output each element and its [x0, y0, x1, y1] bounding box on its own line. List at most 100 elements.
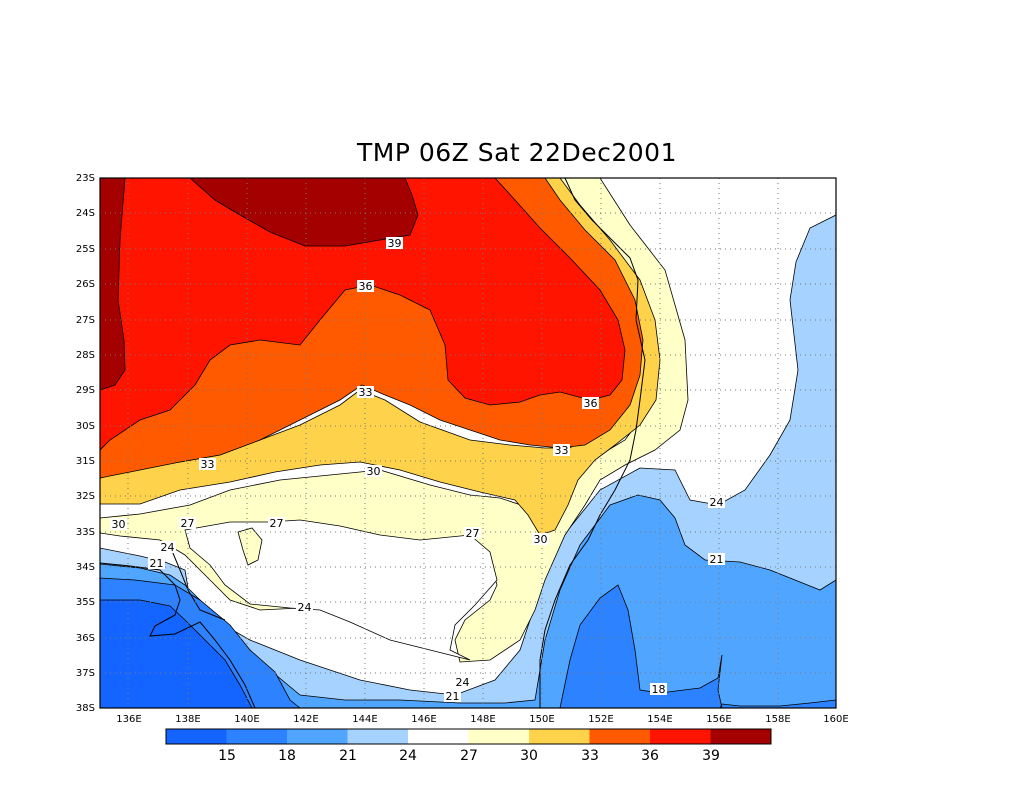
lat-label: 25S: [76, 244, 95, 255]
colorbar-swatch: [226, 729, 288, 744]
lon-label: 138E: [175, 714, 200, 725]
colorbar-label: 15: [218, 748, 236, 764]
contour-label: 36: [582, 397, 599, 410]
colorbar-swatch: [650, 729, 711, 744]
colorbar-swatch: [710, 729, 772, 744]
svg-text:24: 24: [710, 496, 724, 509]
lon-label: 158E: [765, 714, 790, 725]
contour-label: 30: [110, 518, 127, 531]
svg-text:27: 27: [181, 517, 195, 530]
contour-label: 21: [148, 557, 165, 570]
lat-label: 29S: [76, 385, 95, 396]
colorbar-label: 18: [278, 748, 296, 764]
contour-label: 33: [199, 458, 216, 471]
svg-text:21: 21: [150, 557, 164, 570]
lat-label: 23S: [76, 173, 95, 184]
svg-text:33: 33: [201, 458, 215, 471]
coastline: [100, 178, 646, 708]
lat-label: 24S: [76, 208, 95, 219]
lat-label: 32S: [76, 491, 95, 502]
colorbar-label: 24: [399, 748, 417, 764]
lon-label: 148E: [470, 714, 495, 725]
svg-text:27: 27: [466, 527, 480, 540]
contour-label: 24: [159, 541, 176, 554]
contour-label: 27: [464, 527, 481, 540]
map-title: TMP 06Z Sat 22Dec2001: [357, 138, 677, 167]
colorbar-swatch: [589, 729, 651, 744]
colorbar-frame: [165, 728, 772, 745]
colorbar-label: 27: [460, 748, 478, 764]
contour-label: 27: [179, 517, 196, 530]
latitude-labels: 23S 24S 25S 26S 27S 28S 29S 30S 31S 32S …: [76, 173, 95, 714]
contour-label: 33: [553, 444, 570, 457]
svg-text:18: 18: [652, 683, 666, 696]
fill-24-27-bump: [237, 527, 263, 566]
svg-text:36: 36: [359, 280, 373, 293]
lon-label: 144E: [352, 714, 377, 725]
lon-label: 136E: [116, 714, 141, 725]
contour-label: 27: [268, 517, 285, 530]
svg-text:33: 33: [359, 386, 373, 399]
svg-text:30: 30: [534, 533, 548, 546]
svg-text:24: 24: [456, 676, 470, 689]
colorbar-label: 30: [520, 748, 538, 764]
lat-label: 31S: [76, 456, 95, 467]
filled-contours: [100, 178, 836, 708]
colorbar-swatch: [347, 729, 409, 744]
colorbar-label: 21: [339, 748, 357, 764]
lat-label: 30S: [76, 421, 95, 432]
colorbar-swatch: [408, 729, 469, 744]
contour-label: 18: [650, 683, 667, 696]
fill-36-39: [100, 178, 626, 451]
contour-label: 39: [386, 237, 403, 250]
lat-label: 26S: [76, 279, 95, 290]
colorbar-swatch: [468, 729, 530, 744]
colorbar-labels: 15 18 21 24 27 30 33 36 39: [218, 748, 720, 764]
lat-label: 36S: [76, 633, 95, 644]
colorbar-label: 39: [702, 748, 720, 764]
contour-label: 30: [532, 533, 549, 546]
longitude-labels: 136E 138E 140E 142E 144E 146E 148E 150E …: [116, 714, 848, 725]
colorbar-swatch: [287, 729, 348, 744]
lon-label: 146E: [411, 714, 436, 725]
lat-label: 38S: [76, 703, 95, 714]
lon-label: 142E: [293, 714, 318, 725]
contour-labels: 39 36 36 33 33 33 30 30 30 27 27 27 24 2…: [110, 237, 725, 703]
fill-24-27-pocket: [184, 519, 498, 661]
lon-label: 160E: [823, 714, 848, 725]
lon-label: 156E: [706, 714, 731, 725]
svg-text:24: 24: [298, 601, 312, 614]
lat-label: 28S: [76, 350, 95, 361]
colorbar-label: 36: [641, 748, 659, 764]
colorbar: [166, 729, 772, 744]
svg-text:24: 24: [161, 541, 175, 554]
lat-label: 35S: [76, 597, 95, 608]
fill-below-15: [100, 599, 253, 708]
contour-label: 30: [365, 465, 382, 478]
lat-label: 37S: [76, 668, 95, 679]
svg-text:39: 39: [388, 237, 402, 250]
lon-label: 152E: [588, 714, 613, 725]
contour-label: 33: [357, 386, 374, 399]
svg-text:33: 33: [555, 444, 569, 457]
svg-text:30: 30: [367, 465, 381, 478]
lon-label: 154E: [647, 714, 672, 725]
svg-text:30: 30: [112, 518, 126, 531]
lon-label: 150E: [529, 714, 554, 725]
graticule: [100, 178, 836, 708]
colorbar-swatch: [529, 729, 590, 744]
lat-label: 27S: [76, 315, 95, 326]
contour-label: 21: [708, 553, 725, 566]
svg-text:21: 21: [710, 553, 724, 566]
contour-label: 24: [296, 601, 313, 614]
svg-text:27: 27: [270, 517, 284, 530]
colorbar-label: 33: [581, 748, 599, 764]
contour-label: 36: [357, 280, 374, 293]
map-frame: [99, 177, 837, 709]
svg-text:21: 21: [446, 690, 460, 703]
contour-label: 21: [444, 690, 461, 703]
contour-label: 24: [708, 496, 725, 509]
contour-label: 24: [454, 676, 471, 689]
lon-label: 140E: [234, 714, 259, 725]
